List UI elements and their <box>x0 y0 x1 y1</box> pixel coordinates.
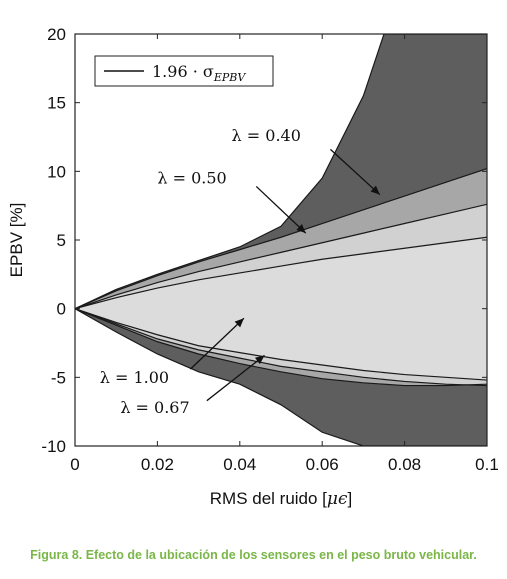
annotation-arrowhead-100 <box>234 318 244 328</box>
legend-text: 1.96 · σEPBV <box>152 62 246 84</box>
x-tick-label: 0 <box>70 455 79 474</box>
legend-coef: 1.96 · σ <box>152 62 214 81</box>
x-tick-label: 0.08 <box>388 455 421 474</box>
chart: 0 0.02 0.04 0.06 0.08 0.1 -10 -5 0 5 10 15 20 1.96 … <box>7 25 499 509</box>
line-lambda-040-lower <box>75 308 487 446</box>
boundary-lines <box>75 34 487 446</box>
y-tick-label: 5 <box>57 231 66 250</box>
y-tick-label: 0 <box>57 300 66 319</box>
annotation-arrow-050 <box>255 185 307 234</box>
line-lambda-050-upper <box>75 168 487 310</box>
annotations: λ = 0.40 λ = 0.50 λ = 1.00 λ = 0.67 <box>100 126 381 417</box>
legend-sub: EPBV <box>213 71 247 84</box>
y-tick-label: 15 <box>47 94 66 113</box>
x-axis: 0 0.02 0.04 0.06 0.08 0.1 <box>70 34 499 474</box>
annotation-lambda-100: λ = 1.00 <box>100 368 169 387</box>
x-axis-label-close: ] <box>348 489 353 508</box>
annotation-lambda-040: λ = 0.40 <box>232 126 301 145</box>
annotation-lambda-067: λ = 0.67 <box>120 398 189 417</box>
annotation-arrow-100 <box>189 317 245 370</box>
x-axis-label-text: RMS del ruido [ <box>210 489 327 508</box>
line-lambda-100-upper <box>75 236 487 310</box>
x-axis-label: RMS del ruido [μϵ] <box>210 489 352 509</box>
annotation-arrowhead-067 <box>254 355 265 365</box>
y-axis: -10 -5 0 5 10 15 20 <box>41 25 487 456</box>
legend: 1.96 · σEPBV <box>94 55 274 87</box>
x-tick-label: 0.04 <box>223 455 256 474</box>
line-lambda-040-upper <box>75 34 487 310</box>
line-lambda-050-lower <box>75 308 487 387</box>
annotation-lambda-050: λ = 0.50 <box>157 169 226 188</box>
y-tick-label: 20 <box>47 25 66 44</box>
x-tick-label: 0.1 <box>475 455 499 474</box>
x-tick-label: 0.02 <box>141 455 174 474</box>
annotation-arrowhead-040 <box>370 185 380 195</box>
line-lambda-100-lower <box>75 308 487 381</box>
figure-caption: Figura 8. Efecto de la ubicación de los … <box>30 548 477 562</box>
x-axis-label-symbol: μϵ <box>327 489 348 509</box>
annotation-arrow-040 <box>330 148 381 196</box>
y-tick-label: -10 <box>41 437 66 456</box>
band-lambda-100 <box>75 237 487 381</box>
y-tick-label: -5 <box>51 368 66 387</box>
line-lambda-067-upper <box>75 203 487 310</box>
y-axis-label: EPBV [%] <box>7 203 26 278</box>
annotation-arrowhead-050 <box>296 224 306 234</box>
annotation-arrow-067 <box>206 354 265 402</box>
y-tick-label: 10 <box>47 162 66 181</box>
x-tick-label: 0.06 <box>306 455 339 474</box>
line-lambda-067-lower <box>75 308 487 387</box>
